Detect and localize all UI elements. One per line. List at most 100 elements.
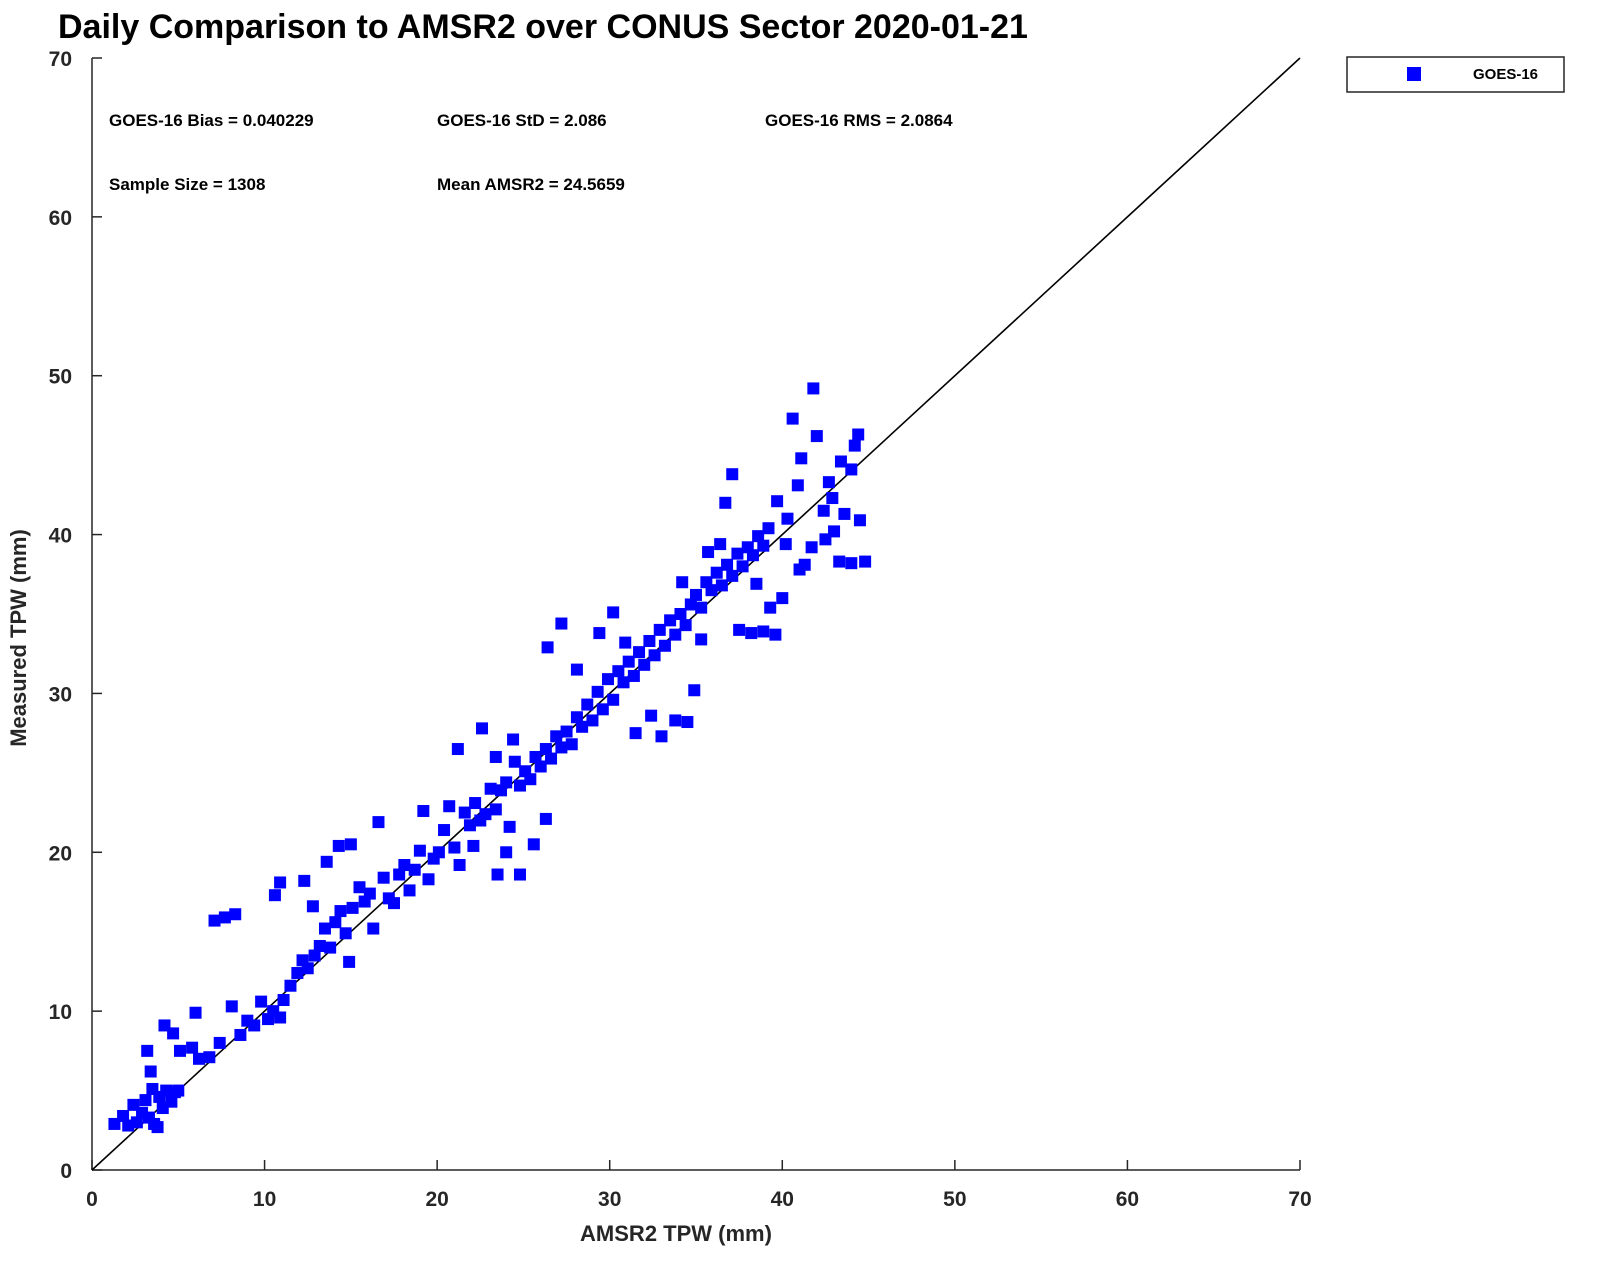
data-point (339, 927, 352, 940)
data-point (852, 428, 865, 441)
data-point (274, 876, 287, 889)
y-tick-label: 40 (49, 525, 72, 548)
data-point (710, 566, 723, 579)
data-point (555, 617, 568, 630)
data-point (334, 905, 347, 918)
data-point (443, 800, 456, 813)
data-point (776, 592, 789, 605)
data-point (714, 538, 727, 551)
data-point (141, 1044, 154, 1057)
data-point (807, 382, 820, 395)
data-point (617, 676, 630, 689)
data-point (822, 476, 835, 489)
data-point (301, 962, 314, 975)
data-point (367, 922, 380, 935)
data-point (508, 755, 521, 768)
data-point (413, 844, 426, 857)
data-point (527, 838, 540, 851)
data-point (167, 1027, 180, 1040)
data-point (676, 576, 689, 589)
data-point (560, 725, 573, 738)
data-point (576, 720, 589, 733)
data-point (745, 627, 758, 640)
data-point (752, 530, 765, 543)
plot-area: 0 10 20 30 40 50 60 70 0 10 20 30 40 50 60 70 (49, 48, 1312, 1211)
data-point (467, 839, 480, 852)
data-point (669, 628, 682, 641)
data-point (653, 623, 666, 636)
data-point (225, 1000, 238, 1013)
y-tick-label: 20 (49, 842, 72, 865)
data-point (377, 871, 390, 884)
data-point (764, 601, 777, 614)
data-point (826, 492, 839, 505)
data-point (762, 522, 775, 535)
data-point (229, 908, 242, 921)
data-point (186, 1041, 199, 1054)
data-point (393, 868, 406, 881)
data-point (320, 855, 333, 868)
data-point (591, 685, 604, 698)
data-point (570, 663, 583, 676)
data-point (721, 558, 734, 571)
data-point (284, 979, 297, 992)
data-point (688, 684, 701, 697)
data-point (332, 839, 345, 852)
data-point (664, 614, 677, 627)
data-point (318, 922, 331, 935)
rms-annotation: GOES-16 RMS = 2.0864 (765, 111, 953, 130)
data-point (833, 555, 846, 568)
data-point (695, 601, 708, 614)
data-point (432, 846, 445, 859)
data-point (489, 750, 502, 763)
x-ticks: 0 10 20 30 40 50 60 70 (86, 1160, 1312, 1211)
data-point (633, 646, 646, 659)
y-tick-label: 10 (49, 1001, 72, 1024)
data-point (669, 714, 682, 727)
data-point (277, 994, 290, 1007)
bias-annotation: GOES-16 Bias = 0.040229 (109, 111, 314, 130)
data-point (607, 693, 620, 706)
data-point (769, 628, 782, 641)
data-point (550, 730, 563, 743)
data-point (622, 655, 635, 668)
data-point (690, 588, 702, 601)
data-point (627, 669, 640, 682)
data-point (151, 1121, 164, 1134)
data-point (324, 941, 337, 954)
data-point (513, 779, 526, 792)
data-point (489, 803, 502, 816)
data-point (705, 584, 718, 597)
sample-size-annotation: Sample Size = 1308 (109, 175, 265, 194)
data-point (838, 507, 851, 520)
data-point (539, 743, 552, 756)
data-point (715, 579, 728, 592)
chart-title: Daily Comparison to AMSR2 over CONUS Sec… (58, 8, 1028, 46)
data-point (403, 884, 416, 897)
data-point (524, 773, 537, 786)
data-point (655, 730, 668, 743)
legend-label-goes-16: GOES-16 (1473, 66, 1538, 83)
data-point (363, 887, 376, 900)
data-point (726, 569, 739, 582)
annotations: GOES-16 Bias = 0.040229 GOES-16 StD = 2.… (109, 111, 953, 194)
y-tick-label: 60 (49, 207, 72, 230)
data-point (503, 820, 516, 833)
data-point (643, 635, 656, 648)
x-tick-label: 60 (1116, 1188, 1139, 1211)
data-point (491, 868, 504, 881)
data-point (448, 841, 461, 854)
data-point (218, 911, 231, 924)
y-tick-label: 70 (49, 48, 72, 71)
data-point (645, 709, 658, 722)
data-point (736, 560, 749, 573)
data-point (750, 577, 763, 590)
data-point (596, 703, 609, 716)
data-point (648, 649, 661, 662)
data-point (172, 1084, 185, 1097)
data-point (791, 479, 804, 492)
data-point (158, 1019, 171, 1032)
data-point (845, 557, 858, 570)
data-points (108, 382, 872, 1134)
